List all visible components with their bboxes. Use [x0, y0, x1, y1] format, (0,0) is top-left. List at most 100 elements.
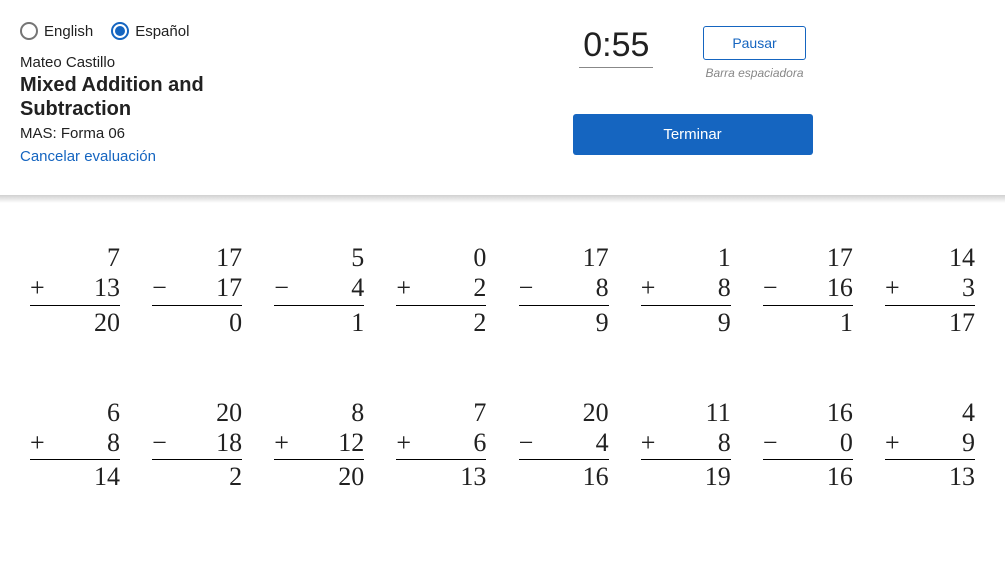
problem-answer: 2	[396, 306, 486, 338]
problem-opline: +6	[396, 428, 486, 461]
problem-opline: −18	[152, 428, 242, 461]
problem-second: 9	[905, 428, 975, 458]
lang-option-english[interactable]: English	[20, 22, 93, 40]
problem-row: 7+132017−1705−410+2217−891+8917−16114+31…	[30, 243, 975, 338]
problem-row: 6+81420−1828+12207+61320−41611+81916−016…	[30, 398, 975, 493]
problems-area: 7+132017−1705−410+2217−891+8917−16114+31…	[0, 203, 1005, 572]
problem-second: 8	[50, 428, 120, 458]
problem-top: 16	[763, 398, 853, 428]
problem-answer: 17	[885, 306, 975, 338]
lang-option-spanish[interactable]: Español	[111, 22, 189, 40]
problem-opline: +8	[30, 428, 120, 461]
form-name: MAS: Forma 06	[20, 125, 400, 142]
problem-second: 6	[416, 428, 486, 458]
problem-top: 0	[396, 243, 486, 273]
problem-second: 13	[50, 273, 120, 303]
math-problem: 6+814	[30, 398, 120, 493]
problem-answer: 1	[763, 306, 853, 338]
problem-top: 6	[30, 398, 120, 428]
problem-opline: +8	[641, 428, 731, 461]
problem-operator: −	[152, 428, 172, 458]
problem-second: 2	[416, 273, 486, 303]
problem-operator: −	[763, 273, 783, 303]
problem-second: 12	[294, 428, 364, 458]
problem-answer: 1	[274, 306, 364, 338]
problem-top: 1	[641, 243, 731, 273]
math-problem: 17−161	[763, 243, 853, 338]
problem-operator: +	[641, 273, 661, 303]
math-problem: 20−416	[519, 398, 609, 493]
problem-answer: 9	[519, 306, 609, 338]
problem-operator: +	[30, 428, 50, 458]
problem-second: 4	[539, 428, 609, 458]
problem-opline: −4	[519, 428, 609, 461]
problem-answer: 9	[641, 306, 731, 338]
problem-second: 3	[905, 273, 975, 303]
problem-operator: −	[152, 273, 172, 303]
math-problem: 7+1320	[30, 243, 120, 338]
problem-answer: 20	[30, 306, 120, 338]
header: English Español Mateo Castillo Mixed Add…	[0, 0, 1005, 195]
problem-top: 5	[274, 243, 364, 273]
math-problem: 17−170	[152, 243, 242, 338]
problem-top: 4	[885, 398, 975, 428]
math-problem: 14+317	[885, 243, 975, 338]
problem-second: 17	[172, 273, 242, 303]
problem-answer: 16	[763, 460, 853, 492]
problem-operator: −	[274, 273, 294, 303]
problem-operator: +	[885, 428, 905, 458]
problem-opline: +9	[885, 428, 975, 461]
problem-answer: 2	[152, 460, 242, 492]
info-column: English Español Mateo Castillo Mixed Add…	[20, 22, 400, 165]
problem-top: 8	[274, 398, 364, 428]
problem-second: 8	[661, 428, 731, 458]
pause-button[interactable]: Pausar	[703, 26, 805, 60]
problem-top: 17	[152, 243, 242, 273]
problem-second: 0	[783, 428, 853, 458]
math-problem: 7+613	[396, 398, 486, 493]
problem-top: 20	[152, 398, 242, 428]
problem-operator: −	[763, 428, 783, 458]
problem-answer: 20	[274, 460, 364, 492]
math-problem: 1+89	[641, 243, 731, 338]
problem-answer: 0	[152, 306, 242, 338]
problem-top: 7	[396, 398, 486, 428]
problem-answer: 19	[641, 460, 731, 492]
problem-operator: +	[396, 273, 416, 303]
problem-top: 17	[763, 243, 853, 273]
problem-top: 11	[641, 398, 731, 428]
math-problem: 16−016	[763, 398, 853, 493]
problem-operator: +	[30, 273, 50, 303]
problem-second: 16	[783, 273, 853, 303]
problem-answer: 16	[519, 460, 609, 492]
problem-second: 18	[172, 428, 242, 458]
pause-hint: Barra espaciadora	[705, 66, 803, 80]
problem-operator: +	[274, 428, 294, 458]
problem-operator: +	[885, 273, 905, 303]
problem-opline: −8	[519, 273, 609, 306]
problem-operator: +	[641, 428, 661, 458]
problem-operator: +	[396, 428, 416, 458]
problem-opline: −0	[763, 428, 853, 461]
lang-label-english: English	[44, 23, 93, 40]
problem-answer: 14	[30, 460, 120, 492]
math-problem: 0+22	[396, 243, 486, 338]
problem-opline: −16	[763, 273, 853, 306]
problem-second: 8	[539, 273, 609, 303]
problem-answer: 13	[396, 460, 486, 492]
problem-opline: −17	[152, 273, 242, 306]
problem-operator: −	[519, 273, 539, 303]
finish-button[interactable]: Terminar	[573, 114, 813, 155]
cancel-link[interactable]: Cancelar evaluación	[20, 148, 400, 165]
math-problem: 11+819	[641, 398, 731, 493]
student-name: Mateo Castillo	[20, 54, 400, 71]
test-title: Mixed Addition and Subtraction	[20, 73, 260, 121]
radio-icon	[20, 22, 38, 40]
problem-opline: +13	[30, 273, 120, 306]
lang-label-spanish: Español	[135, 23, 189, 40]
language-selector: English Español	[20, 22, 400, 40]
math-problem: 17−89	[519, 243, 609, 338]
problem-top: 20	[519, 398, 609, 428]
controls-column: 0:55 Pausar Barra espaciadora Terminar	[400, 22, 985, 165]
problem-top: 14	[885, 243, 975, 273]
